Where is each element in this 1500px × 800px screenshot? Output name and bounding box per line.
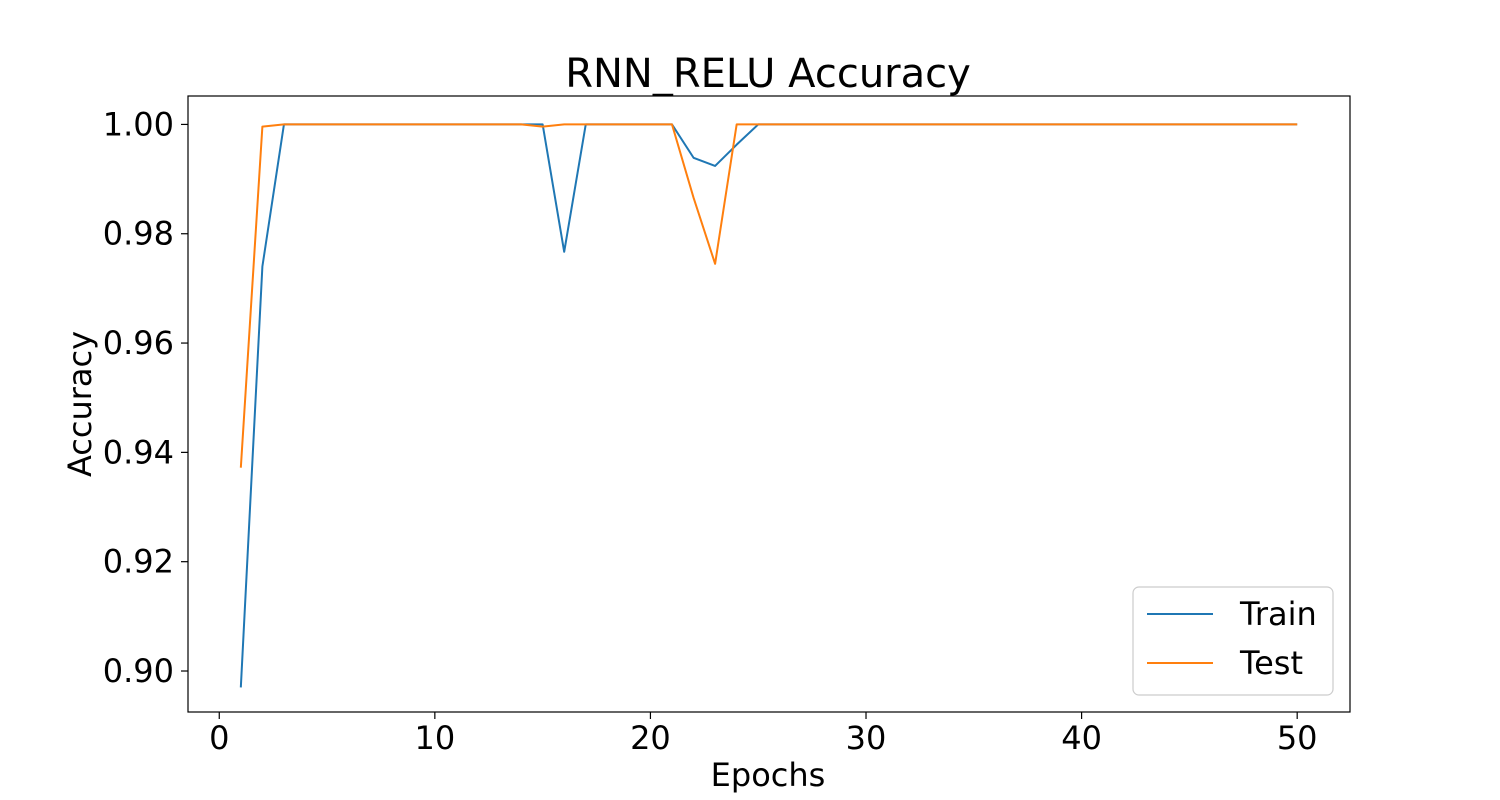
y-tick-label: 0.90 — [103, 652, 174, 690]
legend: Train Test — [1132, 586, 1334, 696]
series-line-test — [239, 123, 1298, 468]
series-lines — [239, 123, 1298, 688]
chart-title: RNN_RELU Accuracy — [565, 51, 971, 97]
x-tick-label: 20 — [630, 719, 671, 757]
y-axis: 0.90 0.92 0.94 0.96 0.98 1.00 — [103, 105, 188, 690]
y-axis-label: Accuracy — [61, 331, 99, 477]
x-axis: 0 10 20 30 40 50 — [209, 712, 1318, 757]
x-tick-label: 30 — [846, 719, 887, 757]
y-tick-label: 1.00 — [103, 105, 174, 143]
legend-label-test: Test — [1239, 644, 1303, 682]
x-tick-label: 40 — [1061, 719, 1102, 757]
plot-area-frame — [187, 95, 1351, 713]
y-tick-label: 0.96 — [103, 324, 174, 362]
y-tick-label: 0.94 — [103, 433, 174, 471]
y-tick-label: 0.98 — [103, 215, 174, 253]
legend-label-train: Train — [1239, 595, 1317, 633]
x-tick-label: 0 — [209, 719, 229, 757]
x-axis-label: Epochs — [711, 756, 826, 794]
x-tick-label: 50 — [1277, 719, 1318, 757]
y-tick-label: 0.92 — [103, 543, 174, 581]
x-tick-label: 10 — [414, 719, 455, 757]
